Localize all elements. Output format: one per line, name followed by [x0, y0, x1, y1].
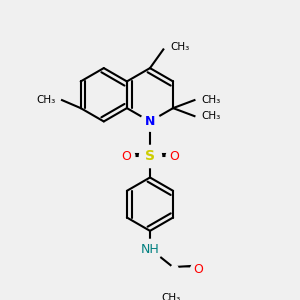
- Text: CH₃: CH₃: [162, 292, 181, 300]
- Text: CH₃: CH₃: [201, 95, 220, 105]
- Text: NH: NH: [141, 243, 159, 256]
- Text: O: O: [193, 263, 203, 276]
- Text: CH₃: CH₃: [170, 42, 189, 52]
- Text: S: S: [145, 149, 155, 163]
- Text: O: O: [169, 150, 179, 163]
- Text: O: O: [121, 150, 131, 163]
- Text: CH₃: CH₃: [36, 95, 55, 105]
- Text: N: N: [145, 115, 155, 128]
- Text: CH₃: CH₃: [201, 111, 220, 121]
